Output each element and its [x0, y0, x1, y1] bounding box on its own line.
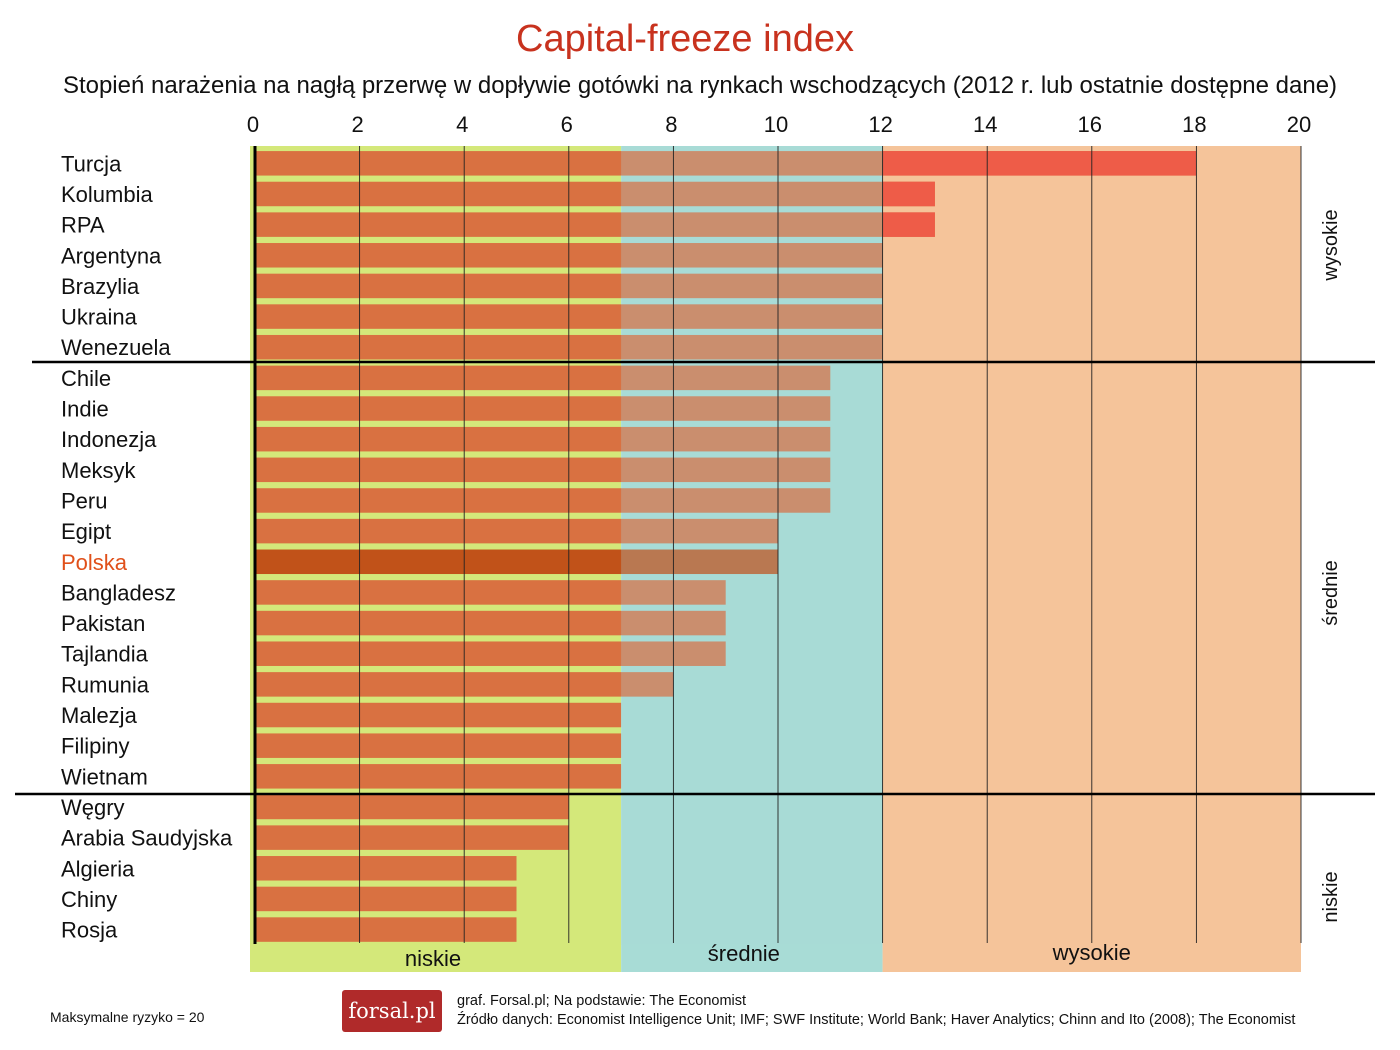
- bar-Meksyk: [255, 457, 831, 483]
- category-label: Arabia Saudyjska: [61, 826, 233, 851]
- chart-title: Capital-freeze index: [516, 18, 854, 60]
- bar-Chile: [255, 365, 831, 391]
- category-label: Algieria: [61, 856, 135, 881]
- bar-Peru: [255, 488, 831, 513]
- bar-Indie: [255, 396, 831, 421]
- bar-Egipt: [255, 518, 778, 544]
- category-label: Indie: [61, 397, 109, 422]
- category-label: Brazylia: [61, 274, 140, 299]
- category-label: Ukraina: [61, 305, 138, 330]
- bar-high-segment-Turcja: [882, 151, 1197, 176]
- bar-Węgry: [255, 794, 569, 820]
- data-source: Źródło danych: Economist Intelligence Un…: [457, 1012, 1296, 1028]
- x-tick-label: 14: [973, 112, 997, 137]
- x-tick-label: 6: [561, 112, 573, 137]
- category-label: Tajlandia: [61, 642, 149, 667]
- forsal-logo[interactable]: forsal.pl: [342, 990, 442, 1032]
- bar-Pakistan: [255, 610, 726, 636]
- bar-Bangladesz: [255, 580, 726, 605]
- group-label-wysokie: wysokie: [1320, 209, 1342, 281]
- category-label: Argentyna: [61, 243, 162, 268]
- category-label: Kolumbia: [61, 182, 153, 207]
- bar-high-segment-RPA: [882, 212, 935, 237]
- x-tick-label: 2: [351, 112, 363, 137]
- group-label-średnie: średnie: [1320, 560, 1342, 626]
- bar-RPA: [255, 212, 935, 237]
- bar-high-segment-Kolumbia: [882, 181, 935, 207]
- graphic-credit: graf. Forsal.pl; Na podstawie: The Econo…: [457, 993, 747, 1009]
- category-label: Bangladesz: [61, 580, 176, 605]
- x-tick-label: 0: [247, 112, 259, 137]
- category-label: Chile: [61, 366, 111, 391]
- category-label: Chiny: [61, 887, 117, 912]
- bar-Filipiny: [255, 733, 622, 758]
- category-label: Egipt: [61, 519, 111, 544]
- bar-Algieria: [255, 856, 517, 881]
- medium-zone-overlay: [621, 146, 883, 945]
- max-risk-note: Maksymalne ryzyko = 20: [50, 1009, 205, 1025]
- bar-Polska: [255, 549, 778, 575]
- bar-Wietnam: [255, 764, 622, 789]
- category-label: Wenezuela: [61, 335, 171, 360]
- bar-Kolumbia: [255, 181, 935, 207]
- zone-label-średnie: średnie: [708, 941, 780, 966]
- x-tick-label: 12: [868, 112, 892, 137]
- bar-Indonezja: [255, 426, 831, 452]
- category-label: Wietnam: [61, 764, 148, 789]
- x-tick-label: 4: [456, 112, 468, 137]
- bar-Tajlandia: [255, 641, 726, 666]
- category-label: Malezja: [61, 703, 138, 728]
- category-label: Indonezja: [61, 427, 157, 452]
- category-label: Rumunia: [61, 672, 150, 697]
- x-tick-label: 20: [1287, 112, 1311, 137]
- category-label: Peru: [61, 488, 107, 513]
- category-label: Filipiny: [61, 734, 129, 759]
- category-label: Węgry: [61, 795, 125, 820]
- bar-Rosja: [255, 917, 517, 942]
- category-label: Turcja: [61, 151, 122, 176]
- bar-Chiny: [255, 886, 517, 912]
- category-label: Pakistan: [61, 611, 145, 636]
- x-tick-label: 18: [1182, 112, 1206, 137]
- zone-label-niskie: niskie: [405, 946, 461, 971]
- category-label: Polska: [61, 550, 128, 575]
- bar-Arabia Saudyjska: [255, 825, 569, 850]
- category-label: Meksyk: [61, 458, 137, 483]
- category-label: Rosja: [61, 918, 118, 943]
- group-label-niskie: niskie: [1320, 871, 1342, 922]
- zone-label-wysokie: wysokie: [1052, 940, 1131, 965]
- chart-subtitle: Stopień narażenia na nagłą przerwę w dop…: [62, 72, 1338, 99]
- bar-Malezja: [255, 702, 622, 728]
- x-tick-label: 10: [764, 112, 788, 137]
- category-label: RPA: [61, 213, 105, 238]
- x-tick-label: 16: [1078, 112, 1102, 137]
- x-tick-label: 8: [665, 112, 677, 137]
